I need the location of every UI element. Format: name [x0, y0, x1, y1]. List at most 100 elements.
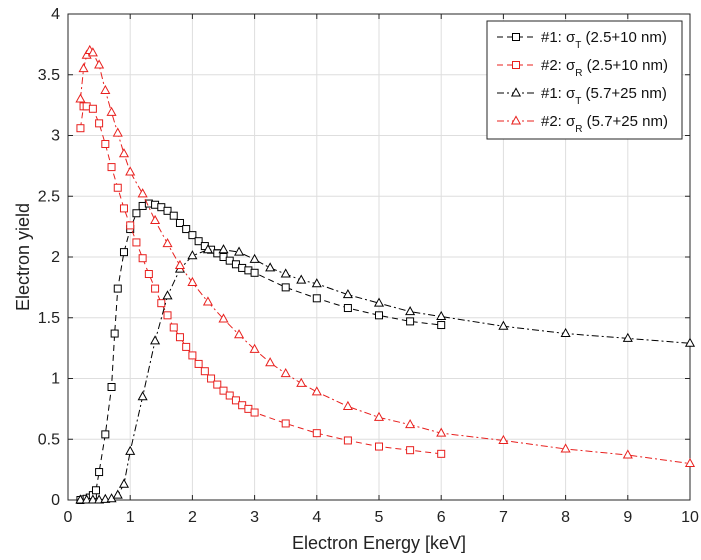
data-point: [150, 335, 161, 345]
data-point: [218, 313, 229, 323]
data-point: [100, 493, 111, 503]
y-tick-label: 0.5: [38, 431, 60, 448]
data-point: [132, 238, 141, 247]
legend-label: #2: σR (5.7+25 nm): [541, 113, 668, 135]
data-point: [95, 468, 104, 477]
data-point: [373, 297, 385, 307]
data-series: [75, 44, 696, 504]
x-tick-label: 8: [561, 509, 570, 526]
data-point: [106, 106, 117, 116]
data-point: [280, 368, 291, 378]
x-tick-label: 5: [375, 509, 384, 526]
data-point: [281, 419, 290, 428]
data-point: [182, 342, 191, 351]
data-point: [406, 446, 415, 455]
data-point: [343, 304, 352, 313]
data-point: [375, 311, 383, 320]
data-point: [137, 391, 148, 401]
data-point: [118, 148, 130, 158]
data-point: [107, 163, 116, 172]
data-point: [76, 124, 85, 133]
series-2: [76, 102, 446, 458]
legend-marker: [512, 33, 520, 41]
data-point: [95, 119, 104, 128]
y-tick-label: 0: [51, 492, 60, 509]
data-point: [281, 283, 290, 292]
data-point: [622, 332, 633, 342]
data-point: [194, 359, 203, 368]
data-point: [125, 166, 136, 176]
data-point: [87, 47, 98, 57]
data-point: [219, 386, 228, 395]
y-tick-label: 3: [51, 128, 60, 145]
data-point: [151, 284, 160, 293]
data-point: [144, 270, 153, 279]
data-point: [100, 84, 111, 95]
data-point: [132, 209, 141, 218]
data-point: [202, 296, 213, 306]
data-point: [296, 274, 307, 284]
data-point: [231, 396, 240, 405]
legend-item: #1: σT (5.7+25 nm): [497, 85, 667, 107]
legend-item: #2: σR (2.5+10 nm): [497, 57, 668, 79]
y-tick-label: 4: [51, 6, 60, 23]
legend-label: #1: σT (2.5+10 nm): [541, 29, 667, 51]
legend-marker: [512, 61, 520, 69]
data-point: [250, 268, 259, 277]
data-point: [188, 351, 197, 360]
legend-item: #1: σT (2.5+10 nm): [497, 29, 667, 51]
data-point: [622, 449, 633, 459]
x-tick-label: 2: [188, 509, 197, 526]
data-point: [137, 188, 148, 198]
data-point: [78, 63, 89, 73]
data-point: [560, 443, 571, 453]
y-tick-label: 1: [51, 371, 60, 388]
data-point: [110, 329, 119, 338]
x-tick-label: 4: [312, 509, 321, 526]
data-point: [175, 333, 184, 342]
data-point: [375, 442, 383, 451]
data-point: [311, 386, 322, 396]
data-point: [312, 429, 321, 438]
data-point: [187, 250, 198, 260]
data-point: [437, 321, 446, 330]
x-tick-label: 10: [681, 509, 699, 526]
y-axis-label: Electron yield: [13, 203, 33, 311]
x-tick-label: 0: [64, 509, 73, 526]
data-point: [94, 59, 105, 69]
x-tick-label: 9: [623, 509, 632, 526]
data-point: [498, 320, 509, 330]
data-point: [88, 104, 97, 113]
data-point: [225, 391, 234, 400]
data-point: [125, 445, 136, 455]
data-point: [119, 248, 128, 257]
data-point: [169, 211, 178, 220]
data-point: [234, 246, 245, 256]
data-point: [265, 262, 276, 272]
data-point: [138, 254, 147, 263]
data-point: [249, 253, 260, 263]
data-point: [436, 310, 447, 321]
data-point: [113, 284, 122, 293]
data-point: [150, 214, 161, 225]
data-point: [187, 276, 198, 287]
data-point: [175, 218, 184, 227]
series-4: [75, 44, 696, 468]
data-point: [311, 278, 322, 288]
y-tick-label: 2.5: [38, 188, 60, 205]
data-point: [87, 494, 98, 504]
data-point: [75, 93, 86, 103]
data-point: [194, 237, 203, 246]
data-point: [118, 478, 130, 488]
legend-label: #2: σR (2.5+10 nm): [541, 57, 668, 79]
data-point: [560, 327, 571, 338]
legend-marker: [510, 87, 522, 97]
legend-marker: [510, 115, 522, 125]
data-point: [437, 449, 446, 458]
data-point: [280, 268, 291, 278]
data-point: [163, 206, 172, 215]
data-point: [684, 457, 696, 468]
series-line: [79, 49, 691, 465]
